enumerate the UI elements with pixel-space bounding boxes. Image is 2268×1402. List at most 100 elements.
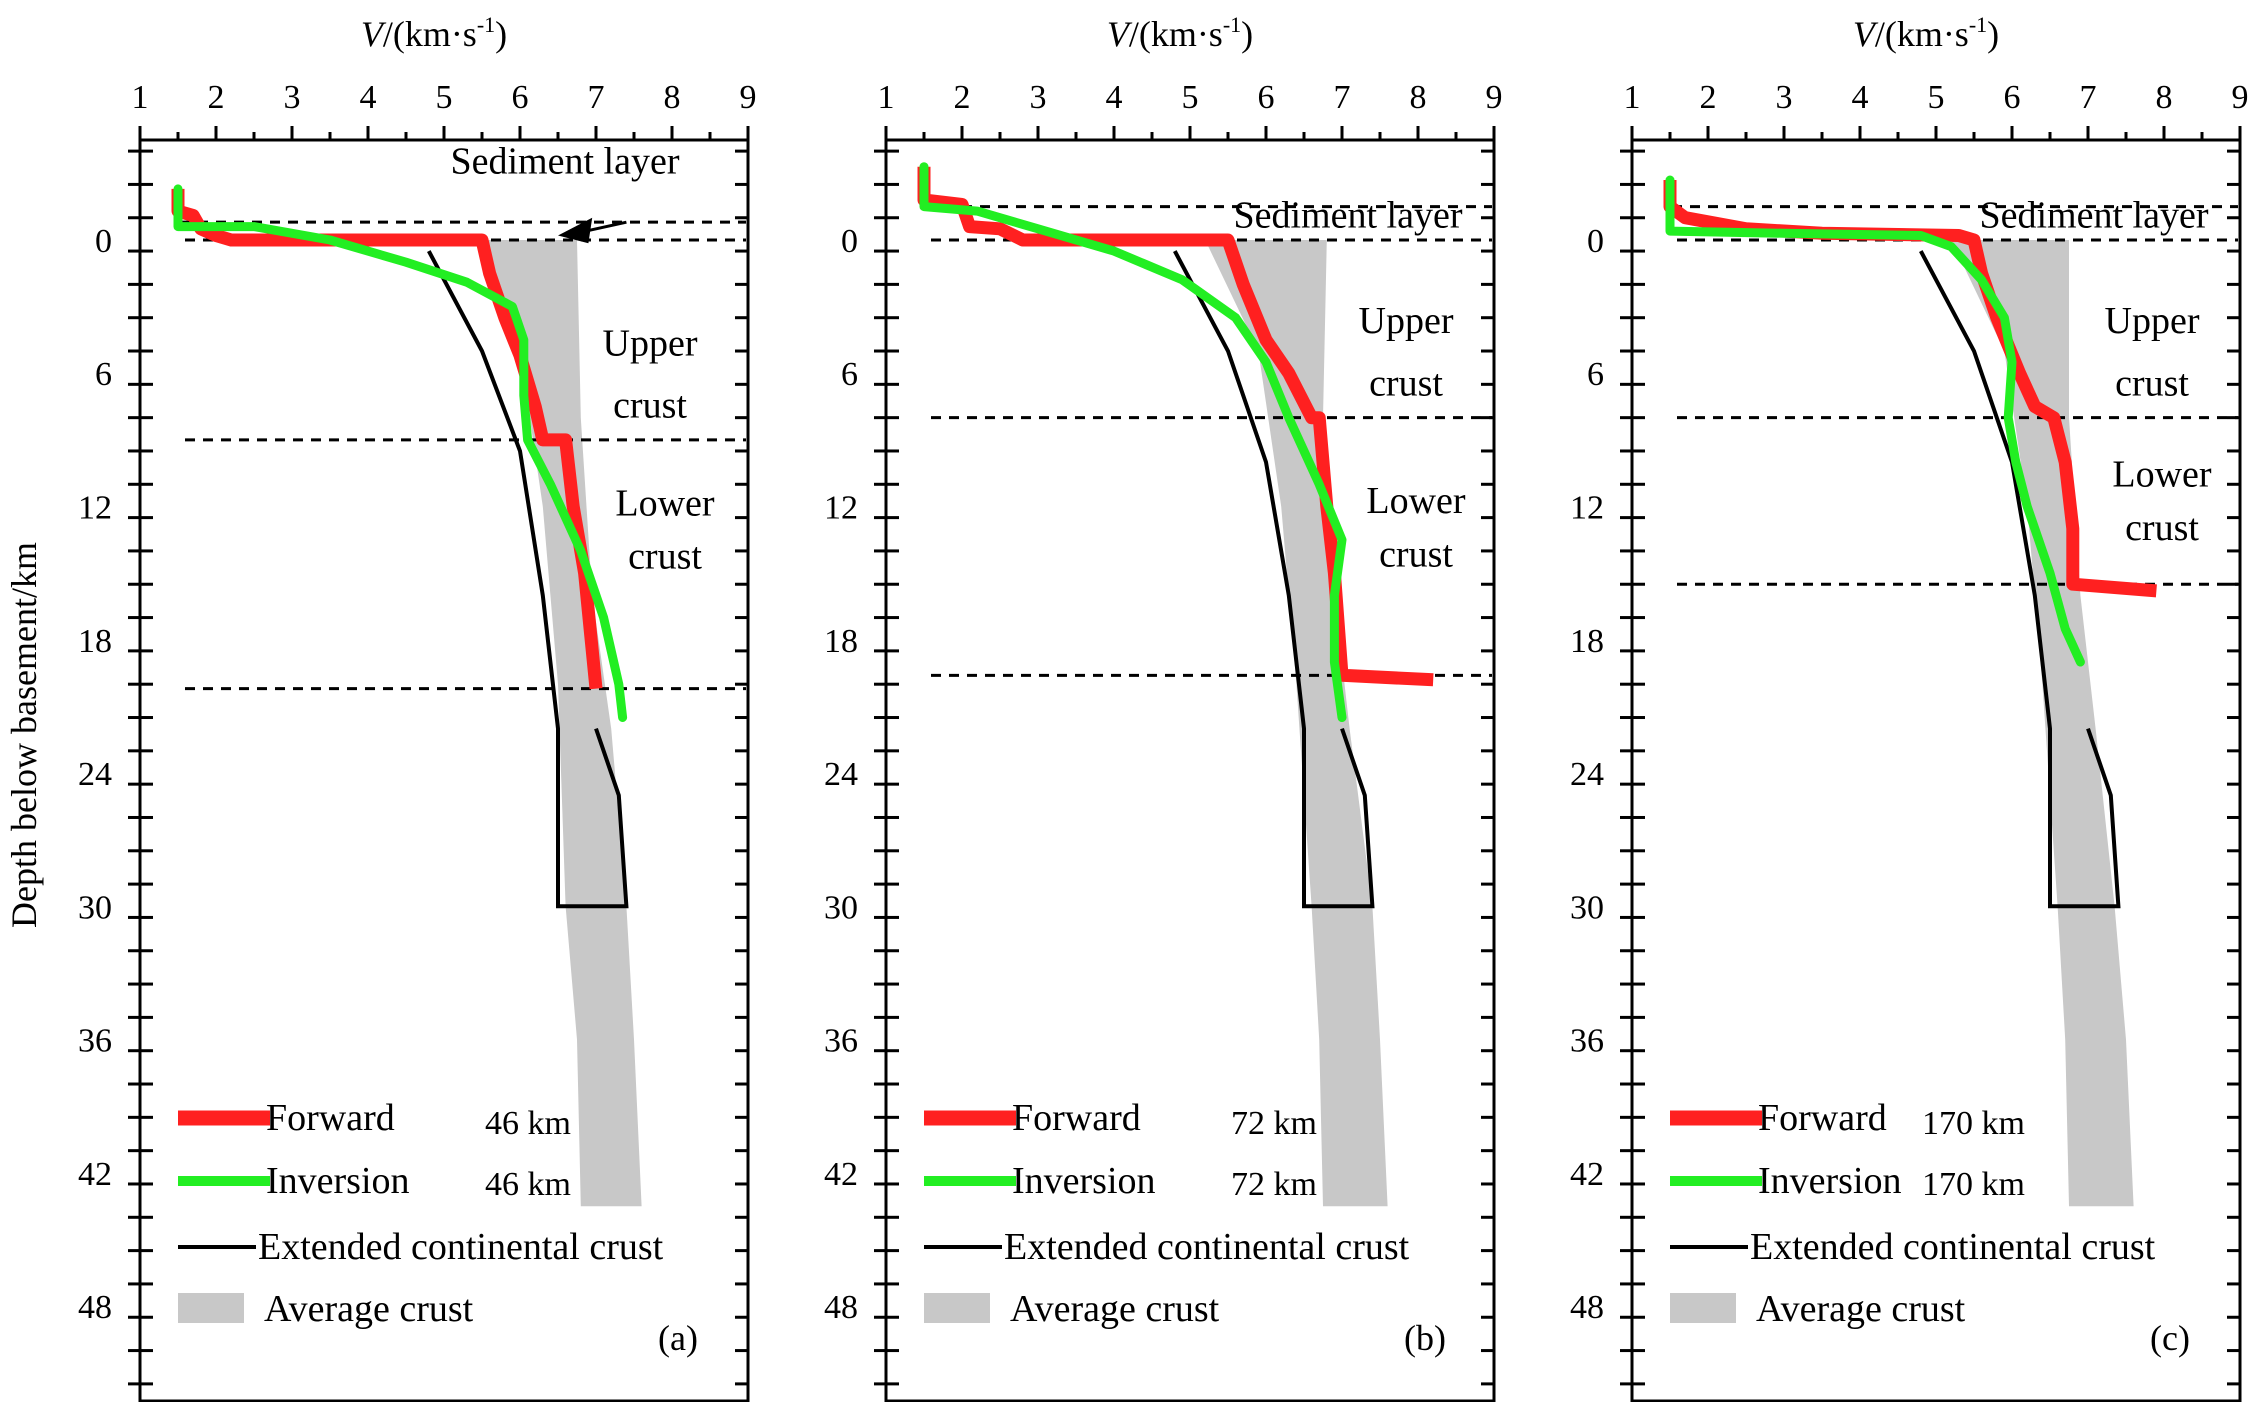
- y-tick-label: 30: [1570, 889, 1604, 926]
- panel-a: 1 2 3 4 5 6 7 8 9V/(km·s-1)0612182430364248Sedim…: [78, 12, 757, 1402]
- legend-forward-label: Forward: [1012, 1097, 1141, 1139]
- legend-inversion-label: Inversion: [1012, 1160, 1156, 1202]
- y-tick-label: 36: [1570, 1023, 1604, 1060]
- inversion-line: [919, 162, 1347, 722]
- legend-extended-label: Extended continental crust: [258, 1226, 664, 1268]
- extended-crust-line: [427, 250, 629, 909]
- lower-crust-label-line2: crust: [1379, 533, 1453, 575]
- sediment-arrow-head: [558, 217, 593, 244]
- x-tick-label: 8: [664, 79, 681, 116]
- average-crust-band: [1205, 240, 1388, 1207]
- upper-crust-label-line2: crust: [2115, 362, 2189, 404]
- y-tick-label: 42: [824, 1156, 858, 1193]
- x-tick-label: 4: [1106, 79, 1123, 116]
- upper-crust-label-line1: Upper: [2105, 300, 2200, 342]
- average-crust-band: [1951, 240, 2134, 1207]
- average-crust-band: [482, 240, 642, 1207]
- legend-average-label: Average crust: [264, 1288, 474, 1330]
- panel-label: (a): [658, 1318, 698, 1358]
- x-tick-label: 8: [2156, 79, 2173, 116]
- y-tick-label: 18: [824, 623, 858, 660]
- x-tick-label: 5: [436, 79, 453, 116]
- x-tick-label: 3: [284, 79, 301, 116]
- y-tick-label: 42: [78, 1156, 112, 1193]
- inversion-line: [173, 184, 628, 722]
- legend-forward-distance: 170 km: [1922, 1105, 2025, 1142]
- x-axis-title: V/(km·s-1): [361, 12, 507, 54]
- x-tick-label: 6: [512, 79, 529, 116]
- y-axis-label: Depth below basement/km: [4, 542, 44, 928]
- legend-forward-distance: 72 km: [1231, 1105, 1317, 1142]
- y-tick-label: 0: [841, 223, 858, 260]
- x-tick-label: 2: [954, 79, 971, 116]
- legend-average-swatch: [924, 1293, 990, 1323]
- lower-crust-label-line1: Lower: [1366, 480, 1466, 522]
- upper-crust-label-line2: crust: [613, 385, 687, 427]
- x-tick-label: 2: [1700, 79, 1717, 116]
- panel-b: 1 2 3 4 5 6 7 8 9V/(km·s-1)0612182430364248Sedim…: [824, 12, 1503, 1402]
- x-tick-label: 1: [878, 79, 895, 116]
- legend-average-label: Average crust: [1010, 1288, 1220, 1330]
- x-tick-label: 9: [740, 79, 757, 116]
- y-tick-label: 12: [1570, 490, 1604, 527]
- x-tick-label: 2: [208, 79, 225, 116]
- x-tick-label: 7: [1334, 79, 1351, 116]
- panel-c: 1 2 3 4 5 6 7 8 9V/(km·s-1)0612182430364248Sedim…: [1570, 12, 2249, 1402]
- lower-crust-label-line2: crust: [628, 536, 702, 578]
- y-tick-label: 48: [1570, 1289, 1604, 1326]
- extended-crust-line: [1919, 250, 2121, 909]
- extended-crust-line: [1173, 250, 1375, 909]
- y-tick-label: 36: [824, 1023, 858, 1060]
- x-tick-label: 9: [1486, 79, 1503, 116]
- y-tick-label: 12: [78, 490, 112, 527]
- upper-crust-label-line1: Upper: [1359, 300, 1454, 342]
- y-tick-label: 12: [824, 490, 858, 527]
- legend-average-swatch: [1670, 1293, 1736, 1323]
- lower-crust-label-line2: crust: [2125, 507, 2199, 549]
- y-tick-label: 6: [1587, 356, 1604, 393]
- lower-crust-label-line1: Lower: [615, 482, 715, 524]
- lower-crust-label-line1: Lower: [2112, 454, 2212, 496]
- y-tick-label: 30: [824, 889, 858, 926]
- x-tick-label: 6: [2004, 79, 2021, 116]
- forward-line: [1663, 180, 2157, 598]
- upper-crust-label-line2: crust: [1369, 362, 1443, 404]
- sediment-layer-label: Sediment layer: [1980, 195, 2209, 237]
- legend-inversion-label: Inversion: [266, 1160, 410, 1202]
- y-tick-label: 48: [78, 1289, 112, 1326]
- legend-forward-label: Forward: [1758, 1097, 1887, 1139]
- x-tick-label: 7: [2080, 79, 2097, 116]
- x-tick-label: 1: [132, 79, 149, 116]
- x-tick-label: 4: [1852, 79, 1869, 116]
- forward-line: [917, 166, 1434, 687]
- x-tick-label: 5: [1182, 79, 1199, 116]
- y-tick-label: 42: [1570, 1156, 1604, 1193]
- legend-extended-label: Extended continental crust: [1750, 1226, 2156, 1268]
- x-tick-label: 4: [360, 79, 377, 116]
- y-tick-label: 36: [78, 1023, 112, 1060]
- x-tick-label: 9: [2232, 79, 2249, 116]
- legend-forward-label: Forward: [266, 1097, 395, 1139]
- y-tick-label: 24: [824, 756, 858, 793]
- legend-inversion-distance: 72 km: [1231, 1166, 1317, 1203]
- sediment-layer-label: Sediment layer: [451, 140, 680, 182]
- x-tick-label: 8: [1410, 79, 1427, 116]
- y-tick-label: 6: [841, 356, 858, 393]
- legend-forward-distance: 46 km: [485, 1105, 571, 1142]
- x-tick-label: 5: [1928, 79, 1945, 116]
- x-tick-label: 3: [1030, 79, 1047, 116]
- legend-extended-label: Extended continental crust: [1004, 1226, 1410, 1268]
- upper-crust-label-line1: Upper: [603, 322, 698, 364]
- y-tick-label: 6: [95, 356, 112, 393]
- y-tick-label: 18: [1570, 623, 1604, 660]
- legend-inversion-distance: 46 km: [485, 1166, 571, 1203]
- x-tick-label: 6: [1258, 79, 1275, 116]
- y-tick-label: 24: [78, 756, 112, 793]
- y-tick-label: 18: [78, 623, 112, 660]
- panel-label: (b): [1404, 1318, 1446, 1358]
- x-tick-label: 3: [1776, 79, 1793, 116]
- x-axis-title: V/(km·s-1): [1853, 12, 1999, 54]
- x-tick-label: 7: [588, 79, 605, 116]
- x-axis-title: V/(km·s-1): [1107, 12, 1253, 54]
